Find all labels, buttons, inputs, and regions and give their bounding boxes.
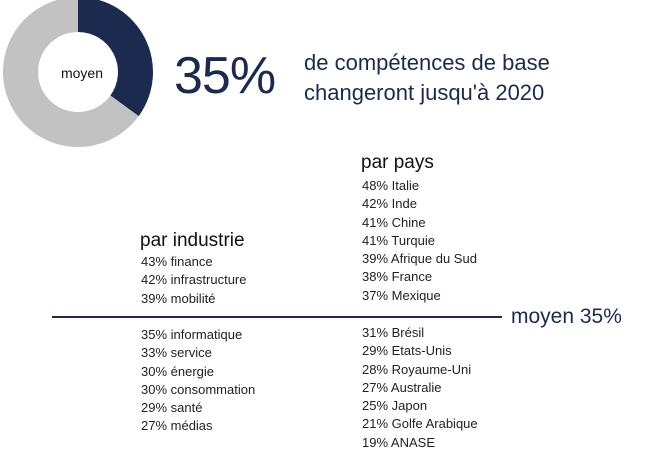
industry-title: par industrie [140, 230, 245, 251]
donut-chart: moyen [3, 0, 153, 147]
country-list-above: 48% Italie 42% Inde 41% Chine 41% Turquie 39… [362, 177, 477, 305]
industry-item: 29% santé [141, 400, 203, 416]
headline-line-2: changeront jusqu'à 2020 [304, 80, 545, 105]
average-label: moyen 35% [511, 305, 622, 328]
industry-item: 30% énergie [141, 363, 214, 379]
country-item: 29% Etats-Unis [362, 343, 452, 359]
country-item: 31% Brésil [362, 325, 425, 340]
donut-slice-rest [3, 0, 139, 147]
average-line [52, 316, 502, 318]
industry-item: 35% informatique [141, 327, 243, 342]
industry-item: 33% service [141, 345, 212, 361]
industry-item: 39% mobilité [141, 290, 216, 306]
industry-list-below: 35% informatique 33% service 30% énergie 30… [141, 326, 255, 436]
country-item: 28% Royaume-Uni [362, 361, 472, 377]
headline-percentage: 35% [174, 47, 276, 105]
country-item: 25% Japon [362, 398, 428, 414]
industry-item: 27% médias [141, 418, 213, 434]
country-item: 42% Inde [362, 196, 417, 212]
country-title: par pays [361, 152, 434, 173]
country-item: 38% France [362, 269, 433, 285]
donut-center-label: moyen [61, 65, 103, 81]
donut-slice-average [78, 0, 153, 117]
country-item: 41% Turquie [362, 232, 435, 248]
country-item: 41% Chine [362, 214, 426, 230]
country-list-below: 31% Brésil 29% Etats-Unis 28% Royaume-Uni 2… [362, 324, 478, 452]
country-item: 19% ANASE [362, 434, 435, 450]
country-item: 37% Mexique [362, 287, 441, 303]
headline-text: de compétences de base changeront jusqu'… [304, 48, 550, 108]
industry-item: 30% consommation [141, 381, 256, 397]
country-item: 39% Afrique du Sud [362, 251, 477, 267]
industry-list-above: 43% finance 42% infrastructure 39% mobilit… [141, 253, 247, 308]
industry-item: 43% finance [141, 254, 213, 269]
country-item: 27% Australie [362, 379, 442, 395]
country-item: 21% Golfe Arabique [362, 416, 478, 432]
headline-line-1: de compétences de base [304, 50, 550, 75]
industry-item: 42% infrastructure [141, 272, 247, 288]
country-item: 48% Italie [362, 178, 420, 193]
